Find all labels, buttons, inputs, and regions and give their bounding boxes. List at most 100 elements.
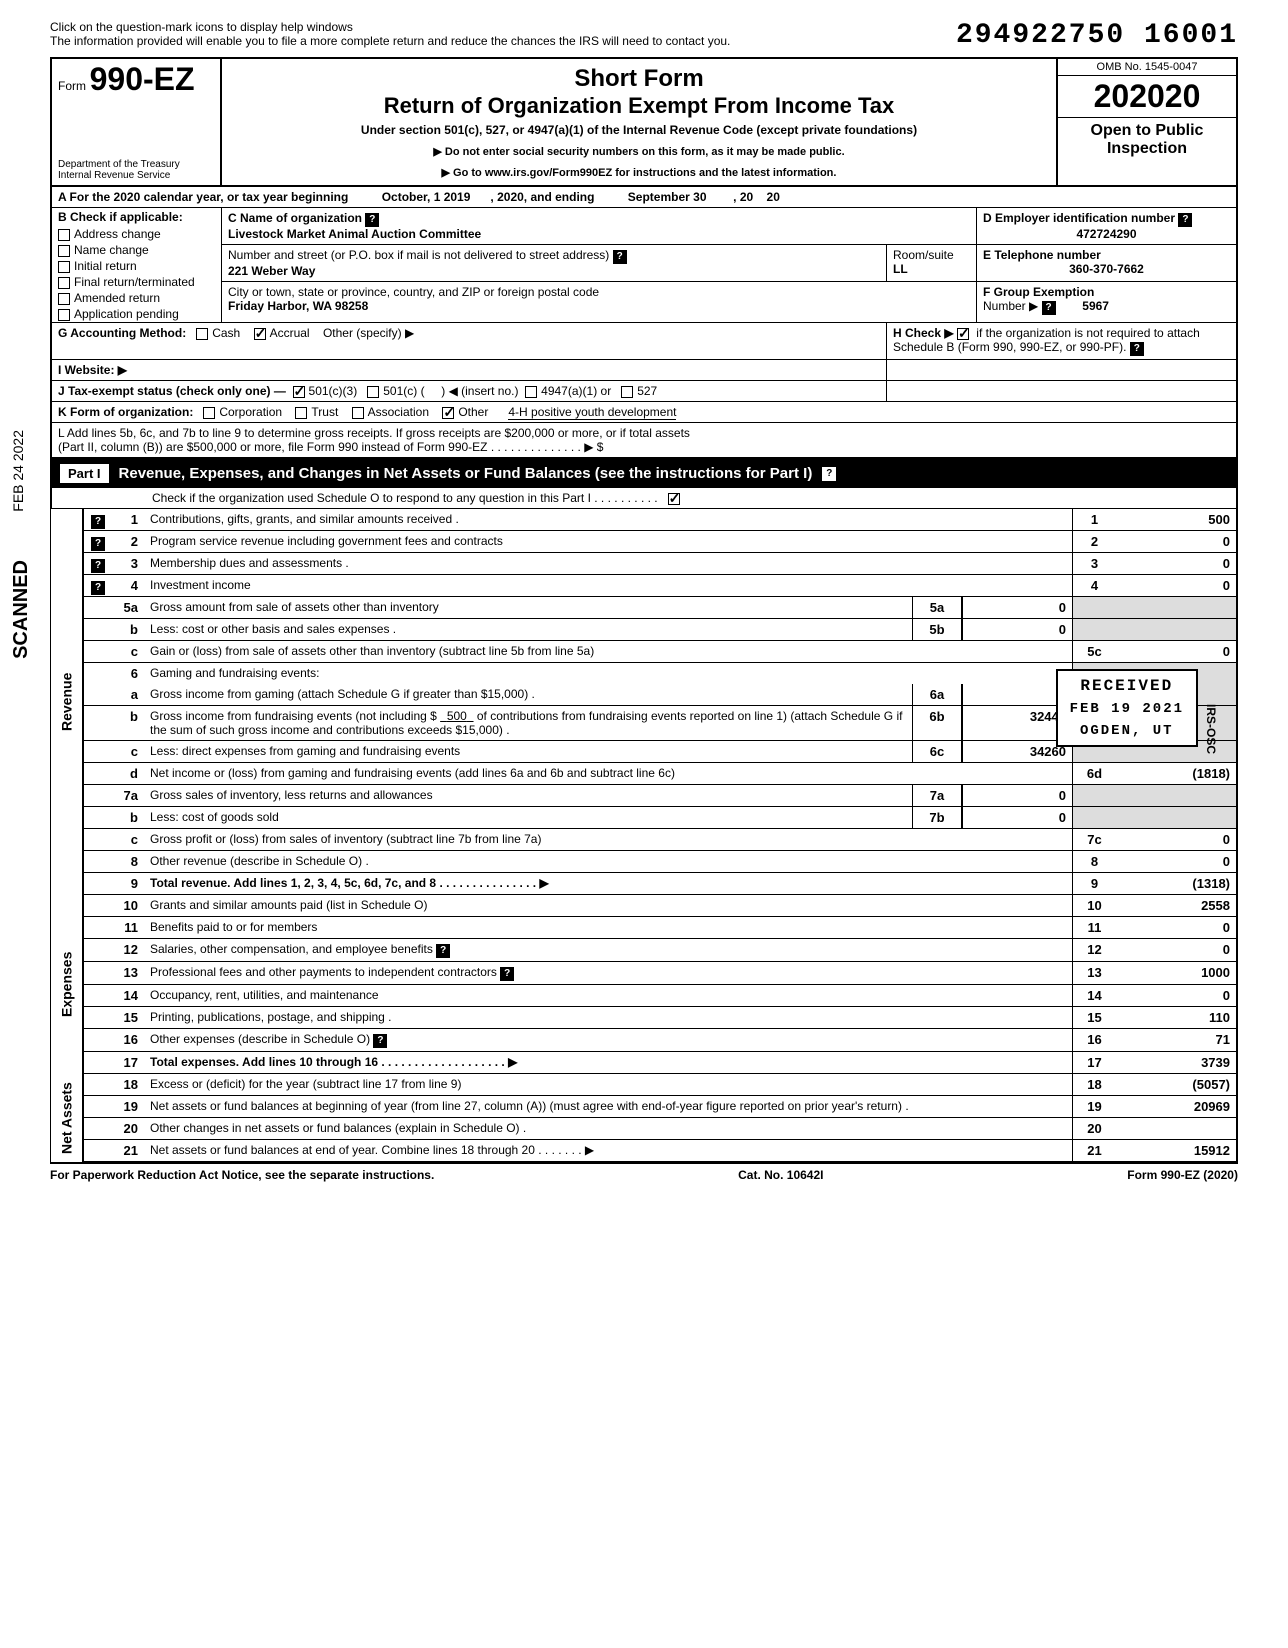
line-text: Gross profit or (loss) from sales of inv…	[146, 829, 1072, 850]
name-change-checkbox[interactable]	[58, 245, 70, 257]
help-icon[interactable]: ?	[1178, 213, 1192, 227]
line-num: d	[112, 763, 146, 784]
help-icon[interactable]: ?	[91, 515, 105, 529]
other-org-checkbox[interactable]	[442, 407, 454, 419]
line-num: b	[112, 619, 146, 640]
part-i-check-row: Check if the organization used Schedule …	[50, 488, 1238, 509]
footer: For Paperwork Reduction Act Notice, see …	[50, 1162, 1238, 1186]
trust-checkbox[interactable]	[295, 407, 307, 419]
amt-box-num: 13	[1072, 962, 1116, 984]
room-value: LL	[893, 262, 908, 276]
amt-value: 110	[1116, 1007, 1236, 1028]
line-num: 19	[112, 1096, 146, 1117]
line-num: 11	[112, 917, 146, 938]
corp-checkbox[interactable]	[203, 407, 215, 419]
accrual-checkbox[interactable]	[254, 328, 266, 340]
501c3-checkbox[interactable]	[293, 386, 305, 398]
amt-box-num: 14	[1072, 985, 1116, 1006]
help-icon[interactable]: ?	[822, 467, 836, 481]
amt-value: (1318)	[1116, 873, 1236, 894]
amt-value: 0	[1116, 829, 1236, 850]
inner-box-label: 6b	[912, 706, 962, 740]
amt-value: 20969	[1116, 1096, 1236, 1117]
app-pending-label: Application pending	[74, 307, 179, 321]
form-prefix: Form	[58, 79, 86, 93]
footer-right: Form 990-EZ (2020)	[1127, 1168, 1238, 1182]
cash-checkbox[interactable]	[196, 328, 208, 340]
part-i-title: Revenue, Expenses, and Changes in Net As…	[119, 465, 813, 482]
line-num: 21	[112, 1140, 146, 1161]
amt-value: 500	[1116, 509, 1236, 530]
amt-box-num: 1	[1072, 509, 1116, 530]
line-num: c	[112, 741, 146, 762]
amt-box-num: 17	[1072, 1052, 1116, 1073]
amt-box-num: 8	[1072, 851, 1116, 872]
inner-amt: 0	[962, 619, 1072, 640]
part-i-check-text: Check if the organization used Schedule …	[152, 491, 658, 505]
assoc-checkbox[interactable]	[352, 407, 364, 419]
h-checkbox[interactable]	[957, 328, 969, 340]
part-i-header: Part I Revenue, Expenses, and Changes in…	[50, 459, 1238, 488]
help-icon[interactable]: ?	[500, 967, 514, 981]
name-change-label: Name change	[74, 243, 149, 257]
a-mid: , 2020, and ending	[490, 190, 594, 204]
room-label: Room/suite	[893, 248, 954, 262]
amt-box-num: 12	[1072, 939, 1116, 961]
4947-checkbox[interactable]	[525, 386, 537, 398]
501c-label: 501(c) (	[383, 384, 424, 398]
501c-checkbox[interactable]	[367, 386, 379, 398]
help-icon[interactable]: ?	[1042, 301, 1056, 315]
help-icon[interactable]: ?	[436, 944, 450, 958]
netassets-side-label: Net Assets	[50, 1074, 82, 1162]
line-num: 1	[112, 509, 146, 530]
schedule-o-checkbox[interactable]	[668, 493, 680, 505]
trust-label: Trust	[311, 405, 338, 419]
help-icon[interactable]: ?	[91, 537, 105, 551]
amt-box-num: 21	[1072, 1140, 1116, 1161]
l-row: L Add lines 5b, 6c, and 7b to line 9 to …	[50, 423, 1238, 459]
inner-amt: 0	[962, 807, 1072, 828]
amt-value: 15912	[1116, 1140, 1236, 1161]
addr-value: 221 Weber Way	[228, 264, 315, 278]
line-text: Gross amount from sale of assets other t…	[146, 597, 912, 618]
line-text: Other changes in net assets or fund bala…	[146, 1118, 1072, 1139]
inner-amt: 0	[962, 597, 1072, 618]
amt-value: (5057)	[1116, 1074, 1236, 1095]
help-icon[interactable]: ?	[91, 581, 105, 595]
a-end-yr: 20	[767, 190, 780, 204]
help-icon[interactable]: ?	[373, 1034, 387, 1048]
final-checkbox[interactable]	[58, 277, 70, 289]
help-icon[interactable]: ?	[91, 559, 105, 573]
help-icon[interactable]: ?	[1130, 342, 1144, 356]
assoc-label: Association	[368, 405, 429, 419]
initial-checkbox[interactable]	[58, 261, 70, 273]
help-icon[interactable]: ?	[365, 213, 379, 227]
app-pending-checkbox[interactable]	[58, 309, 70, 321]
amt-value	[1116, 1118, 1236, 1139]
addr-label: Number and street (or P.O. box if mail i…	[228, 248, 609, 262]
top-hints: Click on the question-mark icons to disp…	[50, 20, 1238, 51]
line-text: Gross income from fundraising events (no…	[146, 706, 912, 740]
help-icon[interactable]: ?	[613, 250, 627, 264]
line-text: Gaming and fundraising events:	[146, 663, 1072, 684]
line-num: 13	[112, 962, 146, 984]
line-num: 5a	[112, 597, 146, 618]
amended-checkbox[interactable]	[58, 293, 70, 305]
amt-value: 0	[1116, 531, 1236, 552]
subtitle: Under section 501(c), 527, or 4947(a)(1)…	[228, 123, 1050, 137]
amt-value: (1818)	[1116, 763, 1236, 784]
line-num: 16	[112, 1029, 146, 1051]
527-checkbox[interactable]	[621, 386, 633, 398]
addr-change-label: Address change	[74, 227, 161, 241]
received-stamp: RECEIVED FEB 19 2021 OGDEN, UT	[1056, 669, 1198, 747]
line-text: Less: cost or other basis and sales expe…	[146, 619, 912, 640]
footer-mid: Cat. No. 10642I	[738, 1168, 823, 1182]
group-exempt-num: 5967	[1082, 299, 1109, 313]
addr-change-checkbox[interactable]	[58, 229, 70, 241]
a-label: A For the 2020 calendar year, or tax yea…	[58, 190, 348, 204]
line-text: Excess or (deficit) for the year (subtra…	[146, 1074, 1072, 1095]
amt-value: 0	[1116, 575, 1236, 596]
line-text: Gross sales of inventory, less returns a…	[146, 785, 912, 806]
amt-box-num: 18	[1072, 1074, 1116, 1095]
amt-box-num: 16	[1072, 1029, 1116, 1051]
